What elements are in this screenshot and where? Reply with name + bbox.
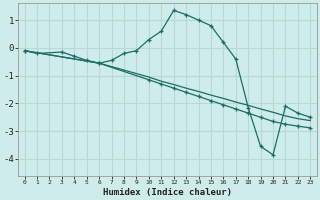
X-axis label: Humidex (Indice chaleur): Humidex (Indice chaleur) — [103, 188, 232, 197]
